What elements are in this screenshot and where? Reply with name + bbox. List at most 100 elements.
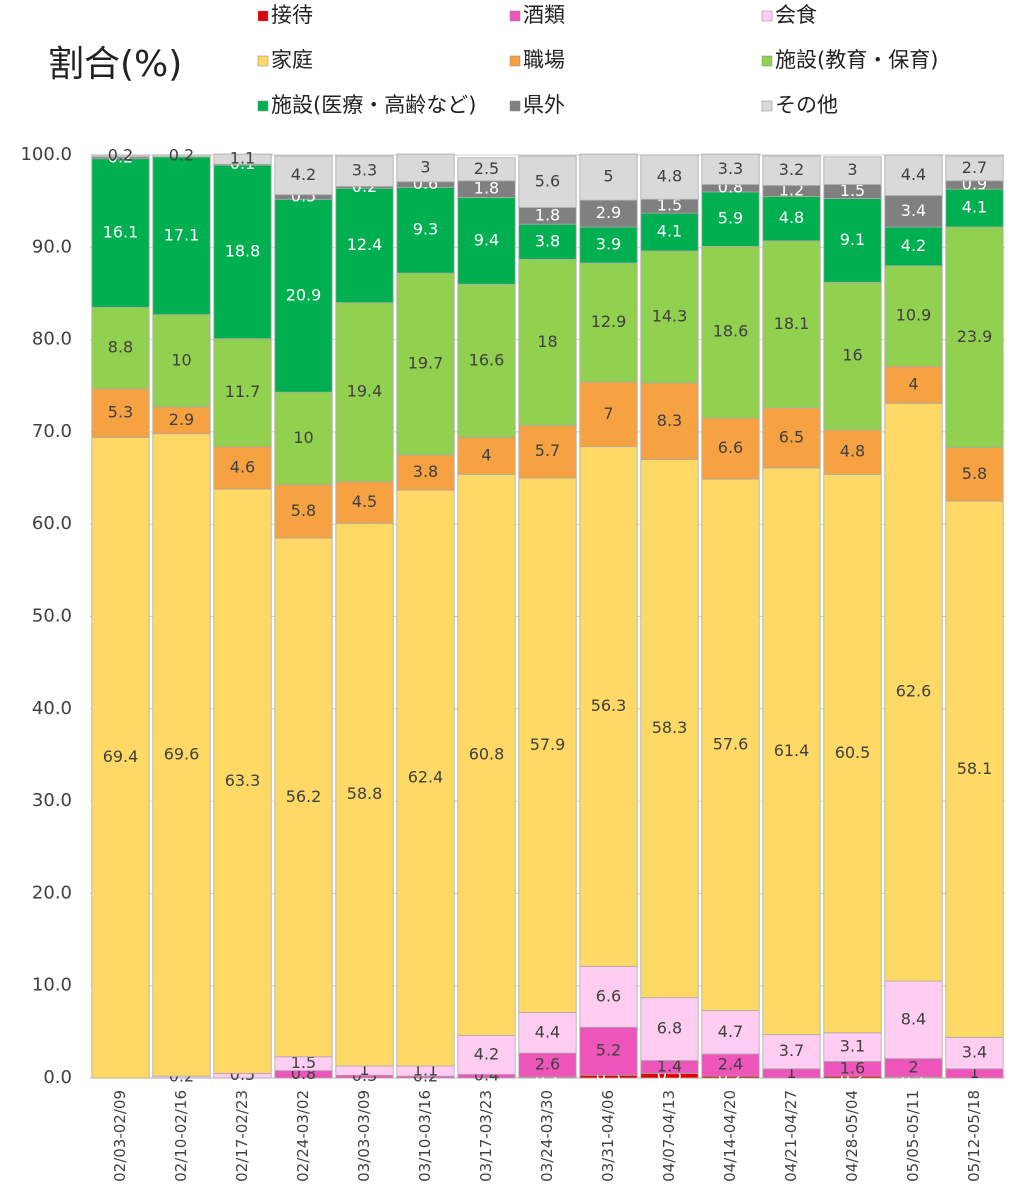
bar-segment xyxy=(640,250,699,384)
bar-segment xyxy=(762,240,821,409)
data-label: 63.3 xyxy=(225,771,261,790)
data-label: 3.8 xyxy=(413,462,438,481)
data-label: 62.4 xyxy=(408,768,444,787)
y-tick-label: 30.0 xyxy=(32,790,72,811)
bar-segment xyxy=(457,437,516,475)
bar-segment xyxy=(457,473,516,1036)
y-tick-label: 20.0 xyxy=(32,882,72,903)
data-label: 3.4 xyxy=(962,1043,987,1062)
bar-segment xyxy=(579,226,638,264)
x-tick-label: 04/14-04/20 xyxy=(721,1090,739,1182)
bar-segment xyxy=(823,429,882,475)
bar-segment xyxy=(701,417,760,480)
x-tick-label: 04/28-05/04 xyxy=(843,1090,861,1182)
data-label: 0.2 xyxy=(169,145,194,164)
bar-segment xyxy=(579,381,638,448)
data-label: 10 xyxy=(171,350,191,369)
data-label: 4.7 xyxy=(718,1022,743,1041)
y-tick-label: 10.0 xyxy=(32,975,72,996)
bar-segment xyxy=(152,433,211,1077)
data-label: 1 xyxy=(359,1060,369,1079)
bar-segment xyxy=(762,155,821,186)
x-tick-label: 03/10-03/16 xyxy=(416,1090,434,1182)
bar-segment xyxy=(701,153,760,185)
legend-swatch xyxy=(509,55,521,67)
bar-segment xyxy=(396,153,455,183)
bar-segment xyxy=(274,537,333,1058)
data-label: 5.9 xyxy=(718,209,743,228)
bar-segment xyxy=(823,473,882,1034)
data-label: 6.8 xyxy=(657,1019,682,1038)
data-label: 58.3 xyxy=(652,718,688,737)
data-label: 5.3 xyxy=(108,402,133,421)
data-label: 6.6 xyxy=(718,438,743,457)
bar-segment xyxy=(579,262,638,383)
data-label: 12.9 xyxy=(591,312,627,331)
bar-segment xyxy=(457,1035,516,1075)
data-label: 4.1 xyxy=(657,222,682,241)
data-label: 4.4 xyxy=(901,165,926,184)
x-tick-label: 03/24-03/30 xyxy=(538,1090,556,1182)
legend-label: 酒類 xyxy=(523,3,565,27)
bar-segment xyxy=(945,188,1004,228)
bar-segment xyxy=(884,980,943,1060)
legend-label: 会食 xyxy=(775,3,817,27)
data-label: 62.6 xyxy=(896,682,932,701)
x-tick-label: 05/12-05/18 xyxy=(965,1090,983,1182)
bar-segment xyxy=(335,481,394,524)
data-label: 0.2 xyxy=(108,145,133,164)
data-label: 5.6 xyxy=(535,171,560,190)
bar-segment xyxy=(335,302,394,483)
data-label: 20.9 xyxy=(286,285,322,304)
bar-segment xyxy=(274,391,333,485)
data-label: 4.2 xyxy=(291,165,316,184)
data-label: 58.8 xyxy=(347,784,383,803)
bar-segment xyxy=(152,156,211,316)
data-label: 3.7 xyxy=(779,1041,804,1060)
data-label: 1.5 xyxy=(657,196,682,215)
bar-segment xyxy=(213,153,272,165)
data-label: 9.4 xyxy=(474,230,499,249)
bar-segment xyxy=(640,154,699,200)
data-label: 1 xyxy=(786,1063,796,1082)
data-label: 4.8 xyxy=(657,167,682,186)
data-label: 1 xyxy=(969,1063,979,1082)
data-label: 8.4 xyxy=(901,1009,926,1028)
data-label: 11.7 xyxy=(225,382,261,401)
data-label: 19.7 xyxy=(408,354,444,373)
bar-segment xyxy=(640,459,699,999)
y-axis-label: 割合(%) xyxy=(48,44,182,85)
y-tick-label: 80.0 xyxy=(32,329,72,350)
data-label: 1.8 xyxy=(474,179,499,198)
bar-segment xyxy=(762,407,821,469)
data-label: 18.8 xyxy=(225,241,261,260)
data-label: 4.2 xyxy=(474,1044,499,1063)
bar-segment xyxy=(518,258,577,426)
bar-segment xyxy=(152,314,211,408)
bar-segment xyxy=(823,197,882,283)
data-label: 1.1 xyxy=(230,149,255,168)
x-tick-label: 02/24-03/02 xyxy=(294,1090,312,1182)
data-label: 2.7 xyxy=(962,158,987,177)
data-label: 1.5 xyxy=(840,181,865,200)
data-label: 4.8 xyxy=(840,442,865,461)
data-label: 5.8 xyxy=(291,501,316,520)
bar-segment xyxy=(579,1026,638,1076)
data-label: 5.7 xyxy=(535,441,560,460)
bar-segment xyxy=(579,446,638,967)
data-label: 18.1 xyxy=(774,314,810,333)
data-label: 4.1 xyxy=(962,198,987,217)
bar-segment xyxy=(823,156,882,185)
data-label: 60.8 xyxy=(469,744,505,763)
bar-segment xyxy=(640,997,699,1061)
data-label: 3.9 xyxy=(596,234,621,253)
legend-swatch xyxy=(257,10,269,22)
data-label: 14.3 xyxy=(652,306,688,325)
bar-segment xyxy=(396,489,455,1067)
data-label: 6.5 xyxy=(779,427,804,446)
data-label: 9.3 xyxy=(413,220,438,239)
bar-segment xyxy=(945,155,1004,182)
bar-segment xyxy=(274,198,333,393)
bar-segment xyxy=(335,187,394,304)
data-label: 4 xyxy=(481,445,491,464)
